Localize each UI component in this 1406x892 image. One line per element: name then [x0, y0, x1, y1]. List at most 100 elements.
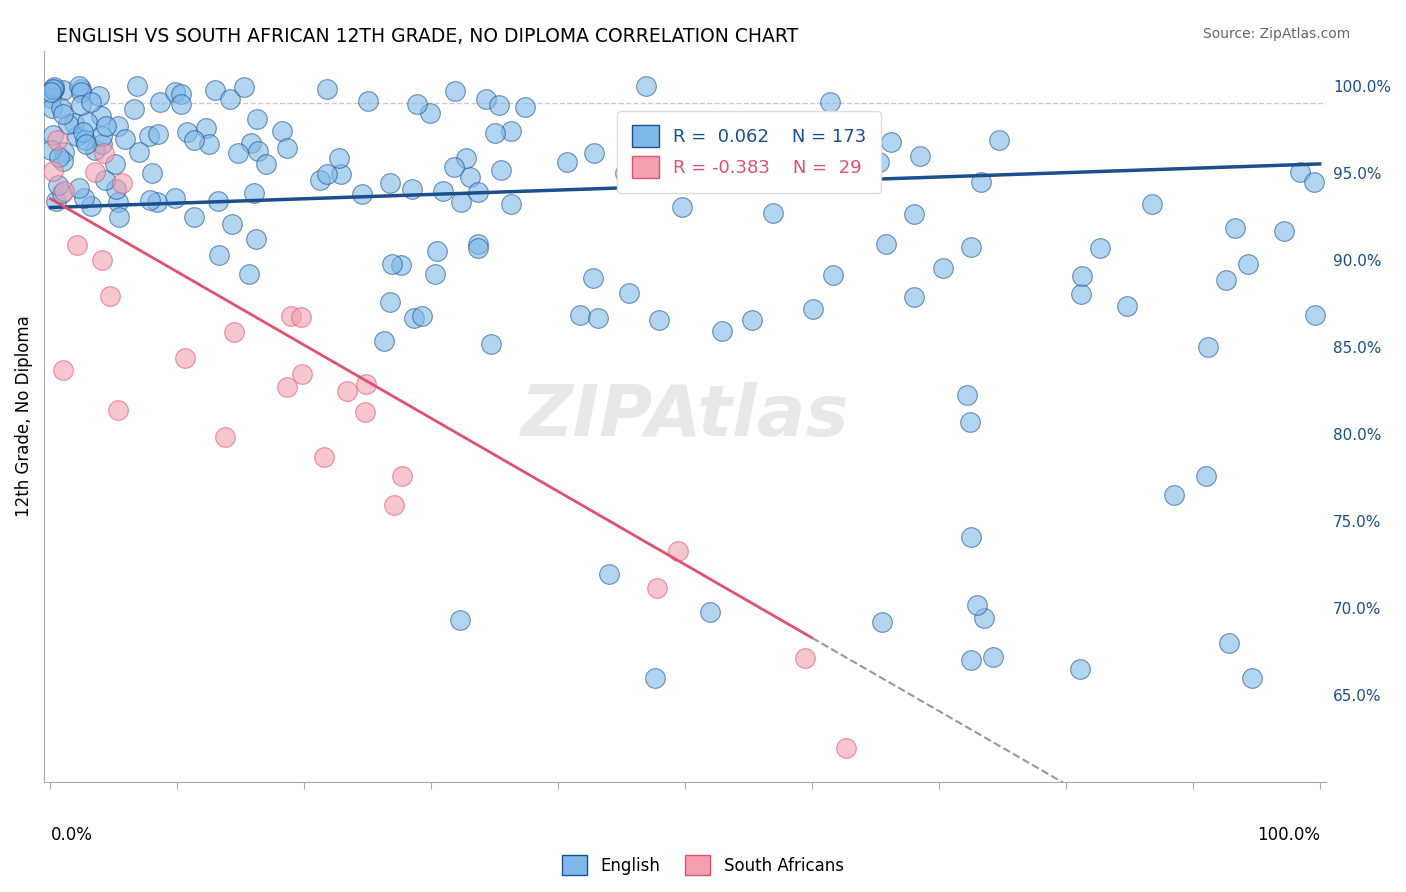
- Point: [406, 96, 429, 111]
- Point: [449, 613, 471, 627]
- Point: [52, 185, 75, 199]
- Point: [818, 95, 841, 109]
- Point: [39, 90, 62, 104]
- Point: [444, 84, 467, 98]
- Point: [380, 295, 402, 310]
- Point: [107, 402, 129, 417]
- Point: [105, 182, 128, 196]
- Point: [70, 98, 93, 112]
- Point: [107, 194, 129, 209]
- Point: [94, 119, 117, 133]
- Point: [183, 133, 205, 147]
- Y-axis label: 12th Grade, No Diploma: 12th Grade, No Diploma: [15, 316, 32, 517]
- Point: [276, 141, 298, 155]
- Point: [42, 82, 65, 96]
- Point: [354, 405, 377, 419]
- Point: [336, 384, 359, 399]
- Point: [671, 200, 693, 214]
- Point: [932, 260, 955, 275]
- Point: [52, 145, 75, 159]
- Point: [666, 544, 689, 558]
- Point: [973, 611, 995, 625]
- Legend: R =  0.062    N = 173, R = -0.383    N =  29: R = 0.062 N = 173, R = -0.383 N = 29: [617, 111, 882, 193]
- Point: [146, 127, 169, 141]
- Point: [207, 194, 229, 208]
- Point: [221, 217, 243, 231]
- Point: [141, 166, 163, 180]
- Point: [226, 145, 249, 160]
- Point: [183, 210, 205, 224]
- Point: [290, 310, 312, 325]
- Point: [401, 182, 423, 196]
- Point: [271, 124, 294, 138]
- Point: [467, 241, 489, 255]
- Point: [960, 653, 983, 667]
- Point: [233, 80, 256, 95]
- Point: [411, 309, 433, 323]
- Point: [1240, 671, 1263, 685]
- Point: [479, 336, 502, 351]
- Point: [49, 101, 72, 115]
- Point: [125, 78, 148, 93]
- Point: [63, 115, 86, 129]
- Point: [1197, 340, 1219, 354]
- Point: [245, 232, 267, 246]
- Point: [959, 240, 981, 254]
- Point: [823, 268, 845, 282]
- Point: [970, 175, 993, 189]
- Point: [711, 324, 734, 338]
- Point: [173, 351, 195, 366]
- Point: [373, 334, 395, 348]
- Point: [908, 149, 931, 163]
- Point: [644, 671, 666, 685]
- Point: [467, 236, 489, 251]
- Point: [198, 136, 221, 151]
- Point: [39, 85, 62, 99]
- Point: [46, 178, 69, 192]
- Point: [1140, 197, 1163, 211]
- Point: [644, 135, 666, 149]
- Point: [83, 144, 105, 158]
- Point: [76, 115, 98, 129]
- Point: [39, 144, 62, 158]
- Point: [1288, 164, 1310, 178]
- Point: [75, 136, 97, 151]
- Point: [46, 133, 69, 147]
- Point: [1303, 175, 1326, 189]
- Point: [868, 154, 890, 169]
- Point: [316, 167, 339, 181]
- Point: [122, 102, 145, 116]
- Point: [425, 267, 447, 281]
- Point: [1195, 469, 1218, 483]
- Point: [634, 78, 657, 93]
- Point: [1115, 299, 1137, 313]
- Point: [66, 237, 89, 252]
- Text: Source: ZipAtlas.com: Source: ZipAtlas.com: [1202, 27, 1350, 41]
- Point: [41, 164, 63, 178]
- Point: [1237, 257, 1260, 271]
- Point: [41, 128, 63, 142]
- Point: [52, 154, 75, 169]
- Point: [41, 101, 63, 115]
- Point: [240, 136, 263, 150]
- Point: [84, 165, 107, 179]
- Point: [648, 313, 671, 327]
- Point: [91, 136, 114, 151]
- Point: [163, 85, 186, 99]
- Point: [402, 311, 425, 326]
- Point: [475, 92, 498, 106]
- Text: ZIPAtlas: ZIPAtlas: [520, 382, 849, 451]
- Point: [645, 582, 668, 596]
- Point: [328, 151, 350, 165]
- Point: [983, 649, 1005, 664]
- Point: [87, 89, 110, 103]
- Point: [72, 125, 94, 139]
- Point: [69, 82, 91, 96]
- Point: [380, 176, 402, 190]
- Point: [42, 80, 65, 95]
- Point: [66, 129, 89, 144]
- Text: 100.0%: 100.0%: [1257, 826, 1320, 844]
- Text: ENGLISH VS SOUTH AFRICAN 12TH GRADE, NO DIPLOMA CORRELATION CHART: ENGLISH VS SOUTH AFRICAN 12TH GRADE, NO …: [56, 27, 799, 45]
- Point: [70, 85, 93, 99]
- Point: [1163, 488, 1185, 502]
